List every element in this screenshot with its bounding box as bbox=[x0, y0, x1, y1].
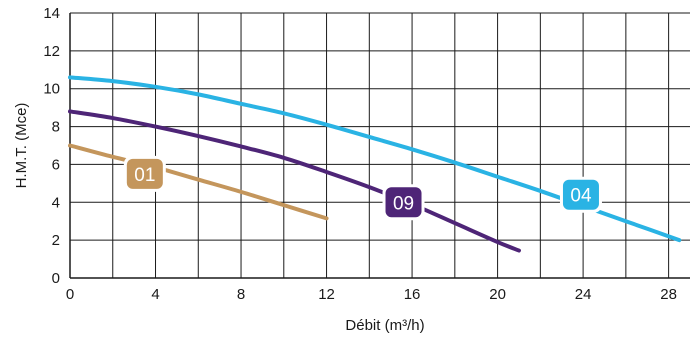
y-tick-label: 6 bbox=[52, 156, 60, 173]
series-badge-09: 09 bbox=[382, 184, 425, 221]
badge-label: 09 bbox=[393, 193, 414, 214]
y-tick-label: 2 bbox=[52, 232, 60, 249]
series-line-09 bbox=[68, 109, 521, 253]
x-tick-label: 16 bbox=[404, 286, 421, 303]
x-tick-label: 24 bbox=[575, 286, 592, 303]
x-tick-label: 8 bbox=[237, 286, 245, 303]
badge-background bbox=[562, 179, 599, 210]
y-tick-labels: 0 2 4 6 8 10 12 14 bbox=[43, 5, 60, 287]
series-badge-01: 01 bbox=[123, 155, 166, 192]
x-tick-label: 4 bbox=[151, 286, 159, 303]
series-badge-04: 04 bbox=[559, 176, 602, 213]
y-tick-label: 14 bbox=[43, 5, 60, 22]
y-tick-label: 8 bbox=[52, 119, 60, 136]
x-tick-label: 20 bbox=[489, 286, 506, 303]
y-tick-label: 4 bbox=[52, 194, 60, 211]
y-tick-label: 10 bbox=[43, 81, 60, 98]
y-tick-label: 0 bbox=[52, 270, 60, 287]
x-tick-label: 12 bbox=[318, 286, 335, 303]
x-tick-label: 0 bbox=[66, 286, 74, 303]
badge-label: 04 bbox=[570, 186, 592, 207]
x-tick-labels: 0 4 8 12 16 20 24 28 bbox=[66, 286, 677, 303]
series-badges: 01 09 04 bbox=[123, 155, 602, 221]
series-line-01 bbox=[68, 143, 329, 221]
badge-label: 01 bbox=[134, 165, 155, 186]
x-axis-title: Débit (m³/h) bbox=[345, 317, 424, 334]
badge-background bbox=[385, 187, 422, 218]
x-tick-label: 28 bbox=[660, 286, 677, 303]
y-axis-title: H.M.T. (Mce) bbox=[13, 103, 30, 189]
badge-background bbox=[126, 158, 163, 189]
y-tick-label: 12 bbox=[43, 43, 60, 60]
grid bbox=[69, 12, 690, 279]
axes bbox=[69, 13, 690, 279]
